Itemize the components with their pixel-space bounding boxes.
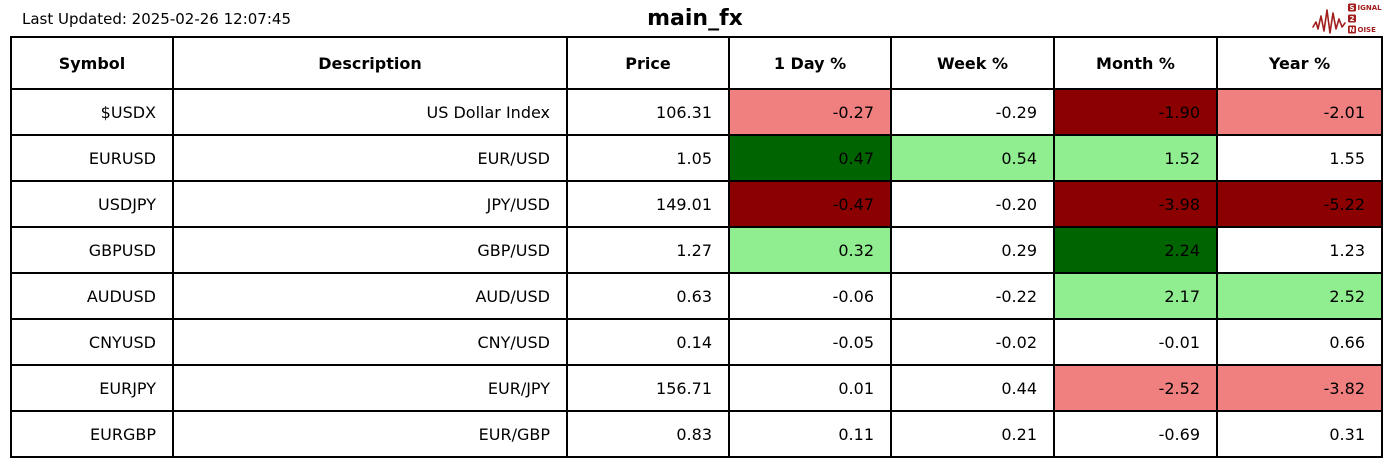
- pct-cell: -0.02: [890, 318, 1055, 366]
- pct-cell: -0.29: [890, 88, 1055, 136]
- price-cell: 149.01: [566, 180, 730, 228]
- pct-cell: 0.32: [728, 226, 892, 274]
- pct-cell: 2.24: [1053, 226, 1218, 274]
- pct-cell: -3.98: [1053, 180, 1218, 228]
- pct-cell: 2.52: [1216, 272, 1383, 320]
- price-cell: 106.31: [566, 88, 730, 136]
- logo-letter-s: S: [1349, 4, 1354, 12]
- column-header-description: Description: [172, 36, 568, 90]
- column-header-symbol: Symbol: [10, 36, 174, 90]
- pct-cell: 0.31: [1216, 410, 1383, 458]
- pct-cell: 1.55: [1216, 134, 1383, 182]
- page-title: main_fx: [647, 6, 743, 31]
- pct-cell: -0.27: [728, 88, 892, 136]
- header-row: Symbol Description Price 1 Day % Week % Month…: [10, 36, 1383, 90]
- table-body: $USDX US Dollar Index 106.31 -0.27 -0.29 -1.9…: [10, 88, 1383, 458]
- pct-cell: -5.22: [1216, 180, 1383, 228]
- symbol-cell: EURGBP: [10, 410, 174, 458]
- column-header-1-day: 1 Day %: [728, 36, 892, 90]
- pct-cell: 0.29: [890, 226, 1055, 274]
- column-header-price: Price: [566, 36, 730, 90]
- symbol-cell: CNYUSD: [10, 318, 174, 366]
- logo-word-noise: OISE: [1358, 26, 1377, 34]
- symbol-cell: $USDX: [10, 88, 174, 136]
- description-cell: US Dollar Index: [172, 88, 568, 136]
- pct-cell: -1.90: [1053, 88, 1218, 136]
- pct-cell: 1.52: [1053, 134, 1218, 182]
- column-header-year: Year %: [1216, 36, 1383, 90]
- price-cell: 1.27: [566, 226, 730, 274]
- logo-letter-n: N: [1349, 26, 1355, 34]
- symbol-cell: USDJPY: [10, 180, 174, 228]
- pct-cell: -2.01: [1216, 88, 1383, 136]
- top-bar: Last Updated: 2025-02-26 12:07:45 main_f…: [0, 0, 1390, 36]
- price-cell: 0.14: [566, 318, 730, 366]
- symbol-cell: GBPUSD: [10, 226, 174, 274]
- pct-cell: 0.11: [728, 410, 892, 458]
- price-cell: 0.63: [566, 272, 730, 320]
- table-row: EURJPY EUR/JPY 156.71 0.01 0.44 -2.52 -3.82: [10, 364, 1383, 412]
- table-row: CNYUSD CNY/USD 0.14 -0.05 -0.02 -0.01 0.66: [10, 318, 1383, 366]
- pct-cell: -0.20: [890, 180, 1055, 228]
- pct-cell: -2.52: [1053, 364, 1218, 412]
- pct-cell: 0.54: [890, 134, 1055, 182]
- pct-cell: 0.66: [1216, 318, 1383, 366]
- pct-cell: -3.82: [1216, 364, 1383, 412]
- waveform-icon: [1312, 9, 1346, 34]
- description-cell: GBP/USD: [172, 226, 568, 274]
- pct-cell: -0.06: [728, 272, 892, 320]
- description-cell: AUD/USD: [172, 272, 568, 320]
- signal2noise-logo: S IGNAL 2 N OISE: [1312, 3, 1383, 34]
- pct-cell: 0.47: [728, 134, 892, 182]
- description-cell: CNY/USD: [172, 318, 568, 366]
- table-row: GBPUSD GBP/USD 1.27 0.32 0.29 2.24 1.23: [10, 226, 1383, 274]
- description-cell: EUR/GBP: [172, 410, 568, 458]
- pct-cell: 0.44: [890, 364, 1055, 412]
- column-header-month: Month %: [1053, 36, 1218, 90]
- pct-cell: 1.23: [1216, 226, 1383, 274]
- pct-cell: 0.21: [890, 410, 1055, 458]
- table-row: AUDUSD AUD/USD 0.63 -0.06 -0.22 2.17 2.52: [10, 272, 1383, 320]
- pct-cell: -0.05: [728, 318, 892, 366]
- pct-cell: -0.69: [1053, 410, 1218, 458]
- table-row: EURGBP EUR/GBP 0.83 0.11 0.21 -0.69 0.31: [10, 410, 1383, 458]
- pct-cell: 0.01: [728, 364, 892, 412]
- description-cell: EUR/USD: [172, 134, 568, 182]
- pct-cell: -0.01: [1053, 318, 1218, 366]
- description-cell: JPY/USD: [172, 180, 568, 228]
- logo-letter-2: 2: [1350, 15, 1355, 23]
- symbol-cell: AUDUSD: [10, 272, 174, 320]
- price-cell: 156.71: [566, 364, 730, 412]
- fx-table: Symbol Description Price 1 Day % Week % Month…: [10, 36, 1383, 458]
- pct-cell: 2.17: [1053, 272, 1218, 320]
- pct-cell: -0.47: [728, 180, 892, 228]
- logo-word-signal: IGNAL: [1358, 4, 1383, 12]
- price-cell: 1.05: [566, 134, 730, 182]
- column-header-week: Week %: [890, 36, 1055, 90]
- table-row: EURUSD EUR/USD 1.05 0.47 0.54 1.52 1.55: [10, 134, 1383, 182]
- last-updated-label: Last Updated: 2025-02-26 12:07:45: [22, 10, 291, 28]
- table-row: $USDX US Dollar Index 106.31 -0.27 -0.29 -1.9…: [10, 88, 1383, 136]
- price-cell: 0.83: [566, 410, 730, 458]
- symbol-cell: EURJPY: [10, 364, 174, 412]
- pct-cell: -0.22: [890, 272, 1055, 320]
- table-row: USDJPY JPY/USD 149.01 -0.47 -0.20 -3.98 -5.22: [10, 180, 1383, 228]
- symbol-cell: EURUSD: [10, 134, 174, 182]
- description-cell: EUR/JPY: [172, 364, 568, 412]
